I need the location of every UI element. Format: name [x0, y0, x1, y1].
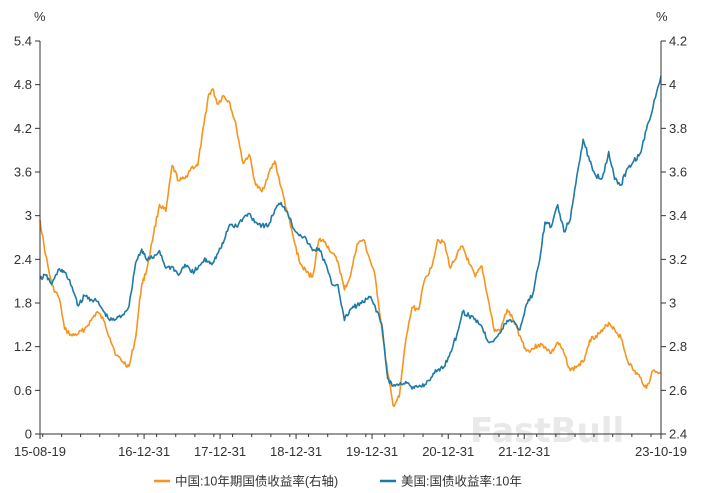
x-tick-label: 19-12-31: [346, 444, 398, 459]
x-tick-label: 20-12-31: [422, 444, 474, 459]
right-tick-label: 2.6: [669, 383, 687, 398]
left-tick-label: 1.8: [14, 296, 32, 311]
x-tick-label: 23-10-19: [635, 444, 687, 459]
x-tick-label: 15-08-19: [14, 444, 66, 459]
left-axis-unit: %: [34, 9, 46, 24]
legend-label-china: 中国:10年期国债收益率(右轴): [175, 474, 338, 489]
right-tick-label: 3.2: [669, 252, 687, 267]
left-tick-label: 3.6: [14, 165, 32, 180]
right-axis-unit: %: [656, 9, 668, 24]
right-tick-label: 4.2: [669, 34, 687, 49]
left-tick-label: 3: [25, 208, 32, 223]
x-tick-label: 18-12-31: [270, 444, 322, 459]
left-tick-label: 2.4: [14, 252, 32, 267]
right-tick-label: 3.8: [669, 121, 687, 136]
right-tick-label: 3.6: [669, 165, 687, 180]
watermark: FastBull: [470, 411, 624, 451]
x-tick-label: 21-12-31: [498, 444, 550, 459]
x-tick-label: 17-12-31: [194, 444, 246, 459]
left-tick-label: 0.6: [14, 383, 32, 398]
left-tick-label: 5.4: [14, 34, 32, 49]
left-tick-label: 4.8: [14, 77, 32, 92]
right-tick-label: 3: [669, 296, 676, 311]
right-tick-label: 2.4: [669, 427, 687, 442]
series-line-china: [39, 88, 662, 408]
left-tick-label: 4.2: [14, 121, 32, 136]
left-tick-label: 0: [25, 427, 32, 442]
left-tick-label: 1.2: [14, 339, 32, 354]
series-line-us: [39, 75, 662, 390]
legend: 中国:10年期国债收益率(右轴) 美国:国债收益率:10年: [154, 474, 522, 489]
legend-label-us: 美国:国债收益率:10年: [401, 474, 522, 489]
x-tick-label: 16-12-31: [118, 444, 170, 459]
right-tick-label: 4: [669, 77, 676, 92]
right-tick-label: 2.8: [669, 339, 687, 354]
right-tick-label: 3.4: [669, 208, 687, 223]
